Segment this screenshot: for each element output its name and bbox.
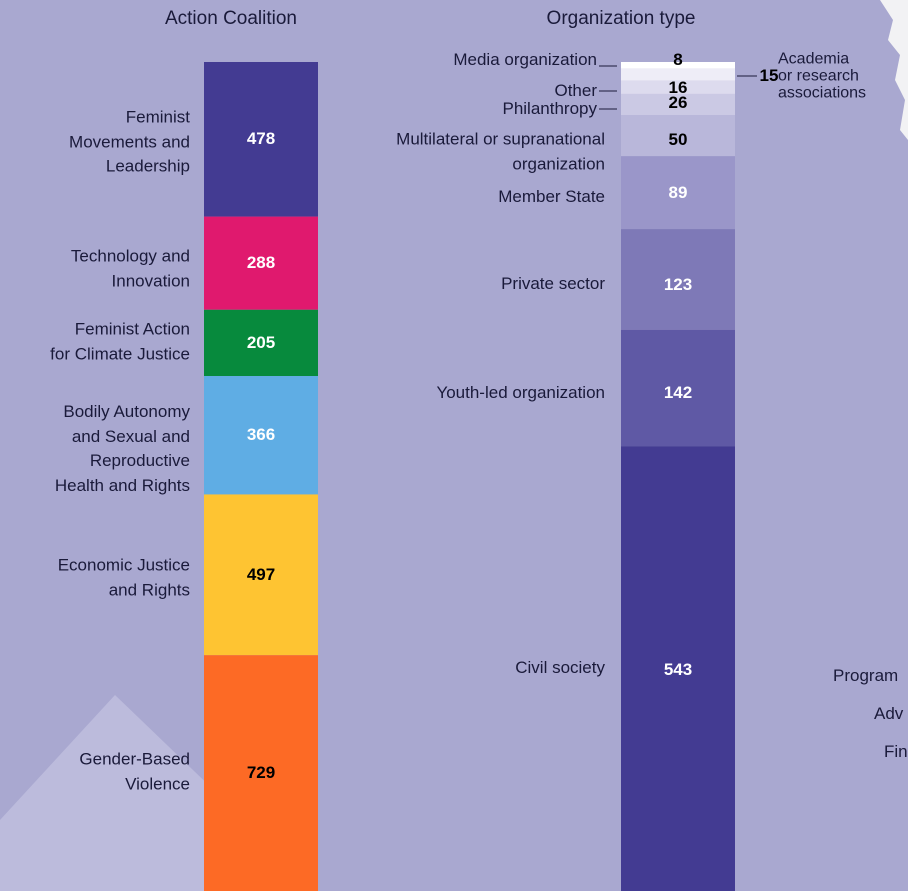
bar-segment bbox=[621, 446, 735, 891]
value-label: 142 bbox=[663, 383, 693, 402]
value-label: 16 bbox=[668, 78, 688, 97]
category-label: Member State bbox=[498, 186, 605, 206]
bar-segment bbox=[621, 62, 735, 69]
value-label: 123 bbox=[663, 275, 693, 294]
cropped-label: Adv bbox=[874, 703, 904, 723]
bar-segment bbox=[204, 216, 318, 310]
value-label: 729 bbox=[246, 763, 276, 783]
map-fragment bbox=[880, 0, 908, 140]
value-label: 478 bbox=[246, 129, 276, 149]
value-label: 205 bbox=[246, 332, 276, 352]
category-label: Economic Justice and Rights bbox=[57, 555, 190, 600]
category-label: Bodily Autonomy and Sexual and Reproduct… bbox=[54, 402, 190, 495]
category-label: Multilateral or supranational organizati… bbox=[396, 129, 605, 174]
bar-segment bbox=[621, 115, 735, 157]
bar-segment bbox=[621, 156, 735, 230]
bar-segment bbox=[621, 68, 735, 81]
value-label: 89 bbox=[668, 183, 688, 202]
category-label: Gender-Based Violence bbox=[79, 749, 190, 794]
cropped-label: Fin bbox=[884, 741, 908, 761]
category-label: Youth-led organization bbox=[436, 382, 605, 402]
bar-segment bbox=[204, 309, 318, 377]
value-label: 26 bbox=[668, 93, 688, 112]
value-label: 497 bbox=[246, 564, 276, 584]
category-label: Philanthropy bbox=[502, 98, 597, 118]
value-label: 366 bbox=[246, 425, 276, 445]
bar-segment bbox=[204, 376, 318, 495]
category-label: Feminist Action for Climate Justice bbox=[50, 319, 190, 364]
bar-segment bbox=[204, 62, 318, 217]
value-label: 288 bbox=[246, 253, 276, 273]
bar-segment bbox=[621, 229, 735, 330]
category-label: Media organization bbox=[453, 49, 597, 69]
value-label: 50 bbox=[668, 130, 688, 149]
category-label: Civil society bbox=[515, 657, 605, 677]
chart-title: Action Coalition bbox=[164, 8, 298, 29]
cropped-label: Program bbox=[833, 665, 899, 685]
bar-segment bbox=[204, 494, 318, 656]
category-label: Technology and Innovation bbox=[70, 246, 190, 291]
decoration bbox=[0, 695, 245, 891]
value-label: 15 bbox=[759, 66, 779, 85]
category-label: Feminist Movements and Leadership bbox=[69, 107, 190, 176]
category-label: Other bbox=[554, 80, 597, 100]
chart-title: Organization type bbox=[546, 8, 696, 29]
category-label: Private sector bbox=[501, 273, 605, 293]
bar-segment bbox=[204, 655, 318, 891]
category-label: Academia or research associations bbox=[778, 50, 867, 102]
bar-segment bbox=[621, 80, 735, 94]
bar-segment bbox=[621, 93, 735, 116]
value-label: 8 bbox=[673, 50, 683, 69]
value-label: 543 bbox=[663, 660, 693, 679]
bar-segment bbox=[621, 329, 735, 447]
